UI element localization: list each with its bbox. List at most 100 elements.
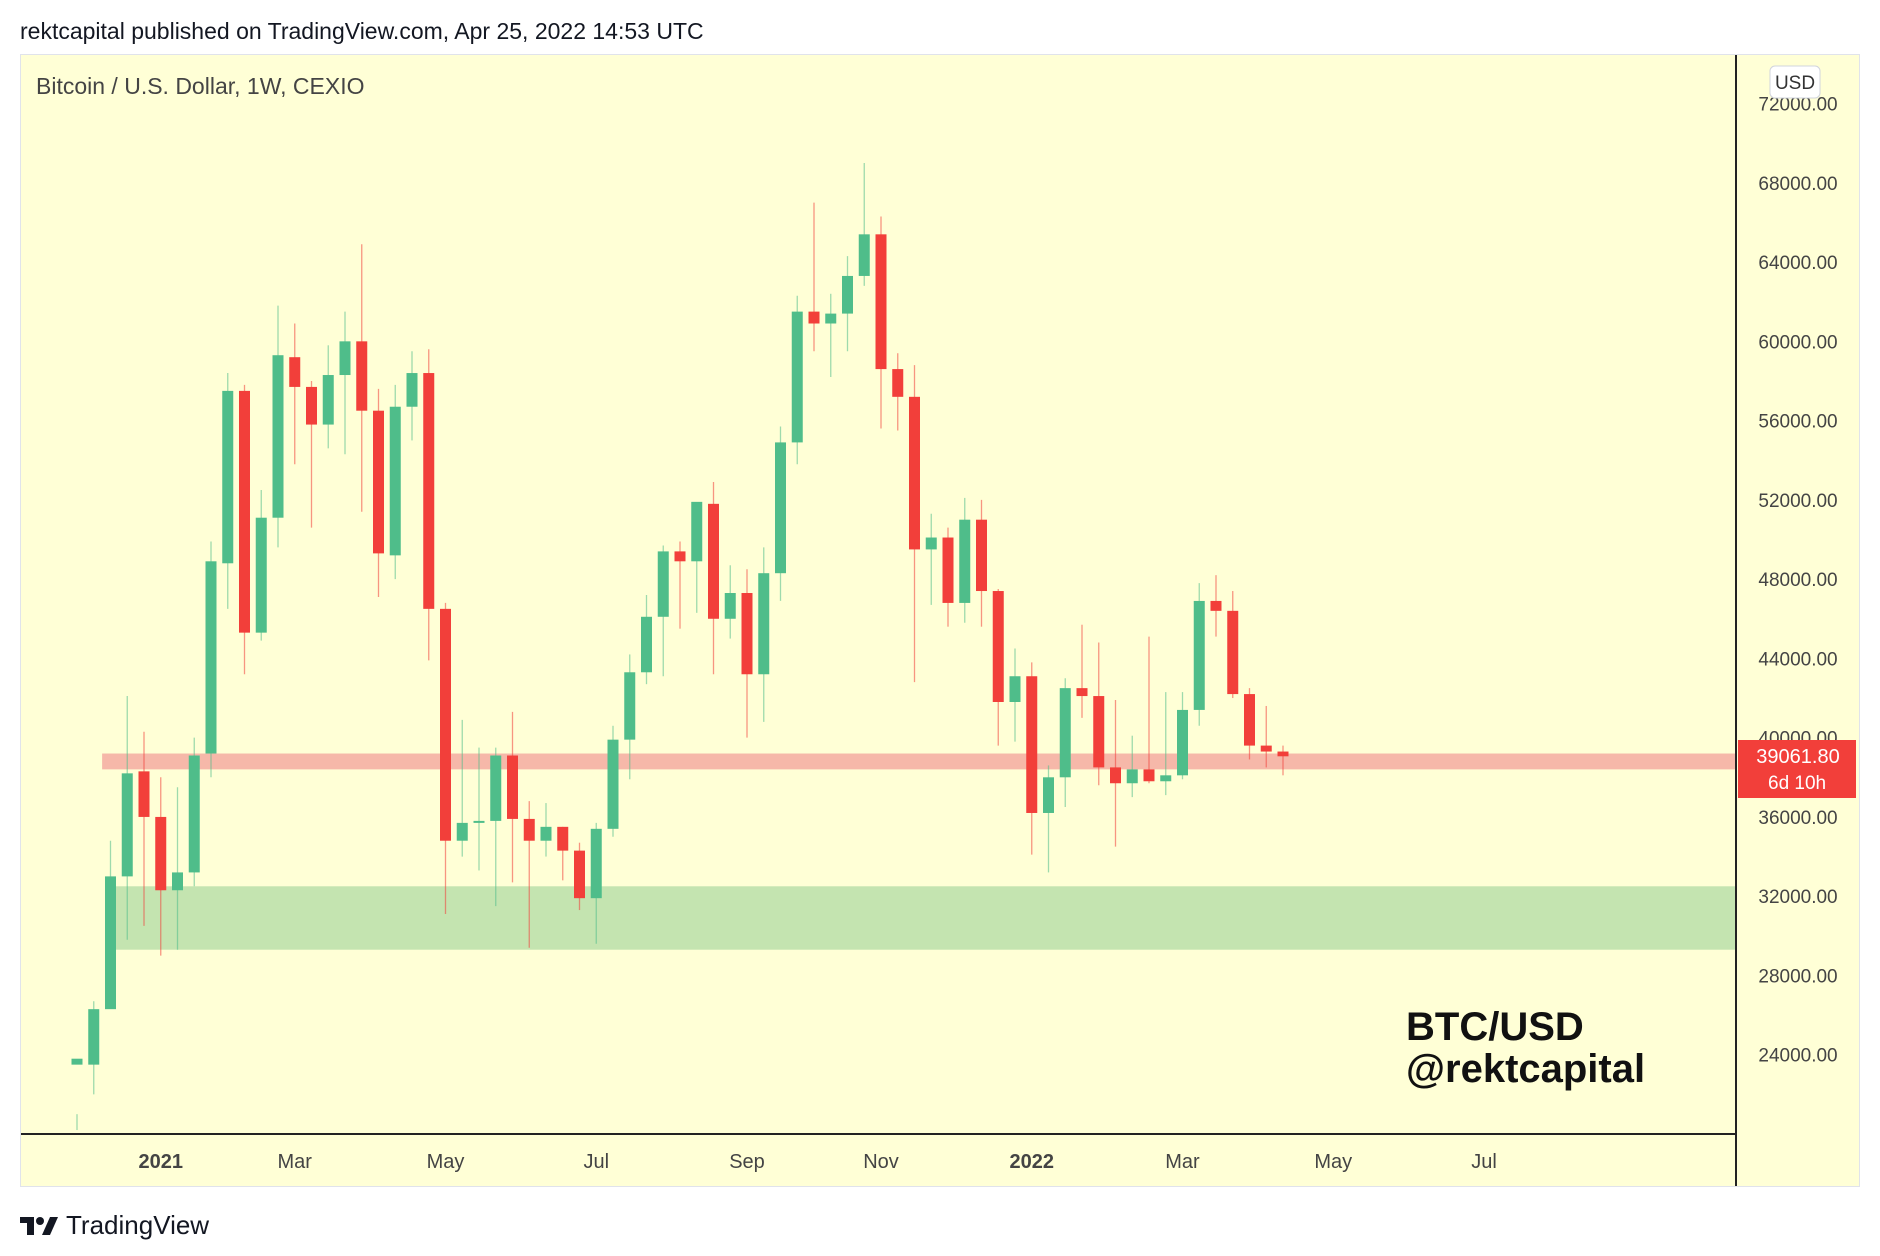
candle[interactable] [1244,688,1255,760]
candle[interactable] [473,747,485,871]
candle[interactable] [557,826,569,881]
price-tick-label: 60000.00 [1758,332,1837,353]
candle[interactable] [574,842,585,911]
candle[interactable] [1026,662,1038,855]
candle[interactable] [892,353,904,431]
candle[interactable] [1043,765,1054,873]
usd-button[interactable]: USD [1769,65,1821,99]
candle[interactable] [239,384,250,675]
candle[interactable] [607,725,619,837]
candle[interactable] [205,541,217,778]
candle[interactable] [1160,692,1172,796]
candle[interactable] [423,349,435,661]
candle[interactable] [674,541,686,629]
candle[interactable] [389,384,401,580]
candle[interactable] [1126,735,1138,798]
candle[interactable] [775,426,786,601]
price-tick-label: 36000.00 [1758,808,1837,829]
candle[interactable] [825,293,837,378]
candle[interactable] [1277,745,1289,776]
candle[interactable] [1076,624,1088,718]
candle[interactable] [1009,648,1021,742]
candle[interactable] [942,527,954,627]
candlestick-chart[interactable]: 24000.0028000.0032000.0036000.0040000.00… [20,54,1860,1187]
candle[interactable] [255,489,267,641]
candle[interactable] [925,513,937,605]
candle[interactable] [791,295,803,465]
price-tick-label: 48000.00 [1758,570,1837,591]
candle[interactable] [373,388,384,597]
candle[interactable] [875,216,887,429]
candle-body [272,355,284,518]
candle-body [406,373,418,407]
price-axis-background [1736,54,1860,1134]
candle[interactable] [842,256,853,352]
candle-body [205,561,217,754]
candle[interactable] [691,501,703,613]
tradingview-logo[interactable]: TradingView [20,1210,209,1241]
candle[interactable] [641,594,652,685]
candle[interactable] [507,711,518,883]
candle[interactable] [657,545,669,677]
candle[interactable] [540,803,552,857]
candle[interactable] [1260,705,1272,768]
candle[interactable] [71,1058,83,1131]
candle[interactable] [356,244,368,512]
candle[interactable] [172,787,183,950]
candle-body [88,1009,100,1065]
time-tick-label: Mar [1165,1151,1200,1173]
candle[interactable] [155,777,167,956]
price-tick-label: 72000.00 [1758,95,1837,116]
candle[interactable] [1177,692,1188,780]
candle[interactable] [1193,583,1205,726]
candle[interactable] [272,305,284,548]
candle[interactable] [624,654,636,780]
candle[interactable] [1093,642,1105,786]
candle[interactable] [138,731,150,926]
candle[interactable] [440,602,451,915]
candle[interactable] [222,373,234,609]
candle[interactable] [808,202,820,352]
time-axis-background [20,1134,1860,1187]
candle[interactable] [188,737,200,887]
chart-border [20,54,1860,1187]
candle[interactable] [490,747,502,907]
candle[interactable] [1110,700,1121,847]
candle[interactable] [1210,575,1222,637]
candle[interactable] [976,499,987,627]
candle[interactable] [88,1001,100,1095]
candle-body [1177,709,1188,776]
candle[interactable] [105,840,116,1010]
candle[interactable] [909,365,920,683]
candle-body [1009,676,1021,702]
candle[interactable] [758,547,770,722]
candle-body [121,773,133,877]
candle[interactable] [306,380,317,528]
candle[interactable] [708,482,719,675]
candle[interactable] [456,719,468,857]
price-tick-label: 24000.00 [1758,1046,1837,1067]
candle[interactable] [1227,591,1239,699]
candle[interactable] [992,589,1004,746]
candle-body [858,234,870,276]
candle[interactable] [523,801,535,948]
candle[interactable] [724,565,736,639]
candle-body [71,1058,83,1065]
price-tick-label: 44000.00 [1758,649,1837,670]
candle-body [641,616,652,673]
candle[interactable] [406,351,418,441]
candle[interactable] [322,345,334,449]
candle[interactable] [339,311,351,455]
publish-header: rektcapital published on TradingView.com… [20,18,704,44]
candle[interactable] [121,696,133,940]
time-tick-label: 2022 [1010,1151,1055,1173]
chart-frame[interactable]: 24000.00 28000.00 32000.00 36000.00 40000.00… [20,54,1860,1187]
candle[interactable] [858,162,870,286]
candle[interactable] [289,323,301,465]
candle[interactable] [1143,636,1155,784]
candle[interactable] [959,497,971,623]
candle[interactable] [1059,678,1071,808]
plot-background [20,54,1736,1134]
candle[interactable] [590,822,602,944]
candle[interactable] [741,569,753,738]
